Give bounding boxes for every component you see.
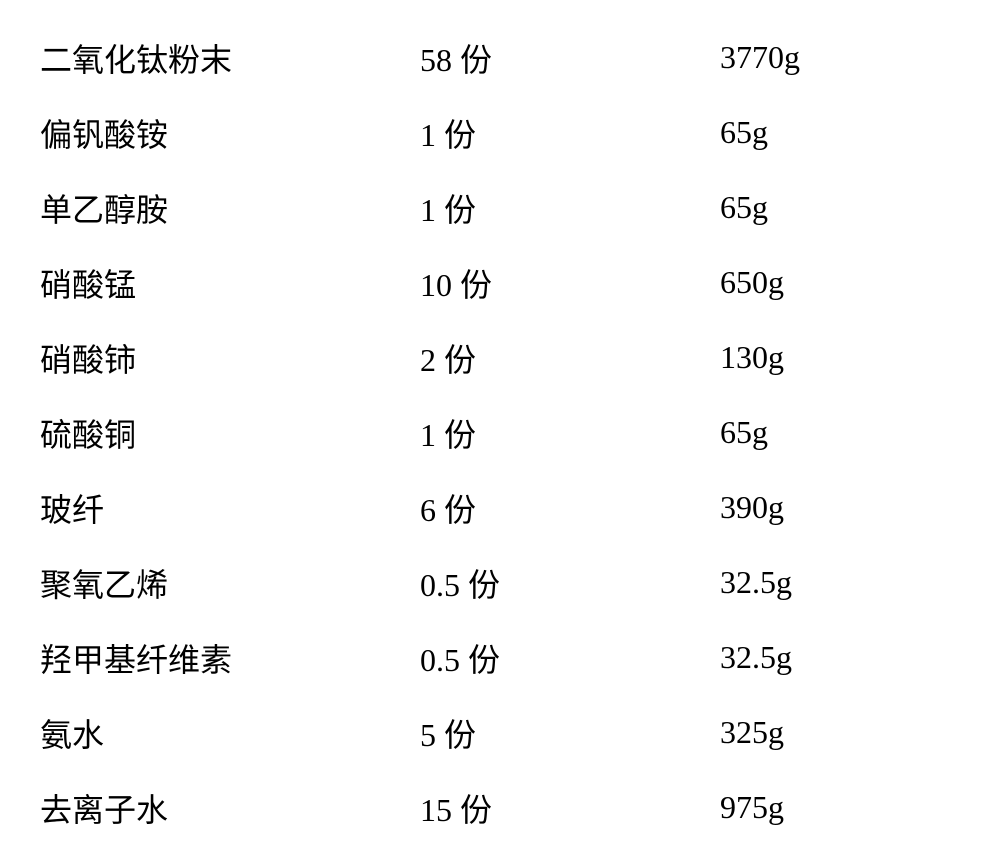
ingredient-weight: 32.5g [720,639,960,676]
ingredient-parts: 0.5份 [420,635,720,681]
parts-number: 1 [420,117,436,153]
parts-unit: 份 [460,267,492,303]
ingredient-parts: 6份 [420,485,720,531]
table-row: 硝酸铈 2份 130g [40,320,960,395]
parts-number: 0.5 [420,642,460,678]
table-row: 单乙醇胺 1份 65g [40,170,960,245]
parts-number: 10 [420,267,452,303]
table-row: 硝酸锰 10份 650g [40,245,960,320]
parts-unit: 份 [444,417,476,453]
ingredient-weight: 65g [720,114,960,151]
parts-unit: 份 [468,642,500,678]
parts-unit: 份 [444,192,476,228]
ingredient-weight: 130g [720,339,960,376]
ingredient-name: 二氧化钛粉末 [40,35,420,81]
ingredient-weight: 390g [720,489,960,526]
table-row: 氨水 5份 325g [40,695,960,770]
ingredient-name: 硫酸铜 [40,410,420,456]
parts-number: 1 [420,192,436,228]
ingredient-parts: 15份 [420,785,720,831]
table-row: 玻纤 6份 390g [40,470,960,545]
parts-number: 5 [420,717,436,753]
ingredient-weight: 3770g [720,39,960,76]
ingredient-name: 去离子水 [40,785,420,831]
ingredient-weight: 65g [720,189,960,226]
ingredient-name: 氨水 [40,710,420,756]
ingredient-parts: 2份 [420,335,720,381]
parts-unit: 份 [444,342,476,378]
parts-unit: 份 [444,717,476,753]
ingredient-name: 聚氧乙烯 [40,560,420,606]
parts-number: 15 [420,792,452,828]
parts-number: 1 [420,417,436,453]
ingredient-name: 羟甲基纤维素 [40,635,420,681]
ingredient-parts: 0.5份 [420,560,720,606]
ingredient-weight: 975g [720,789,960,826]
ingredient-weight: 65g [720,414,960,451]
table-row: 聚氧乙烯 0.5份 32.5g [40,545,960,620]
parts-number: 6 [420,492,436,528]
ingredient-parts: 1份 [420,110,720,156]
ingredient-name: 单乙醇胺 [40,185,420,231]
ingredient-weight: 650g [720,264,960,301]
ingredient-name: 偏钒酸铵 [40,110,420,156]
parts-unit: 份 [460,42,492,78]
table-row: 羟甲基纤维素 0.5份 32.5g [40,620,960,695]
ingredient-parts: 1份 [420,410,720,456]
ingredient-parts: 58份 [420,35,720,81]
parts-number: 2 [420,342,436,378]
parts-unit: 份 [468,567,500,603]
parts-number: 0.5 [420,567,460,603]
ingredient-parts: 1份 [420,185,720,231]
parts-unit: 份 [444,492,476,528]
ingredient-name: 硝酸锰 [40,260,420,306]
ingredients-table: 二氧化钛粉末 58份 3770g 偏钒酸铵 1份 65g 单乙醇胺 1份 65g… [40,20,960,845]
ingredient-parts: 5份 [420,710,720,756]
ingredient-weight: 325g [720,714,960,751]
table-row: 偏钒酸铵 1份 65g [40,95,960,170]
parts-number: 58 [420,42,452,78]
table-row: 去离子水 15份 975g [40,770,960,845]
table-row: 硫酸铜 1份 65g [40,395,960,470]
ingredient-parts: 10份 [420,260,720,306]
ingredient-name: 硝酸铈 [40,335,420,381]
parts-unit: 份 [460,792,492,828]
table-row: 二氧化钛粉末 58份 3770g [40,20,960,95]
ingredient-weight: 32.5g [720,564,960,601]
ingredient-name: 玻纤 [40,485,420,531]
parts-unit: 份 [444,117,476,153]
